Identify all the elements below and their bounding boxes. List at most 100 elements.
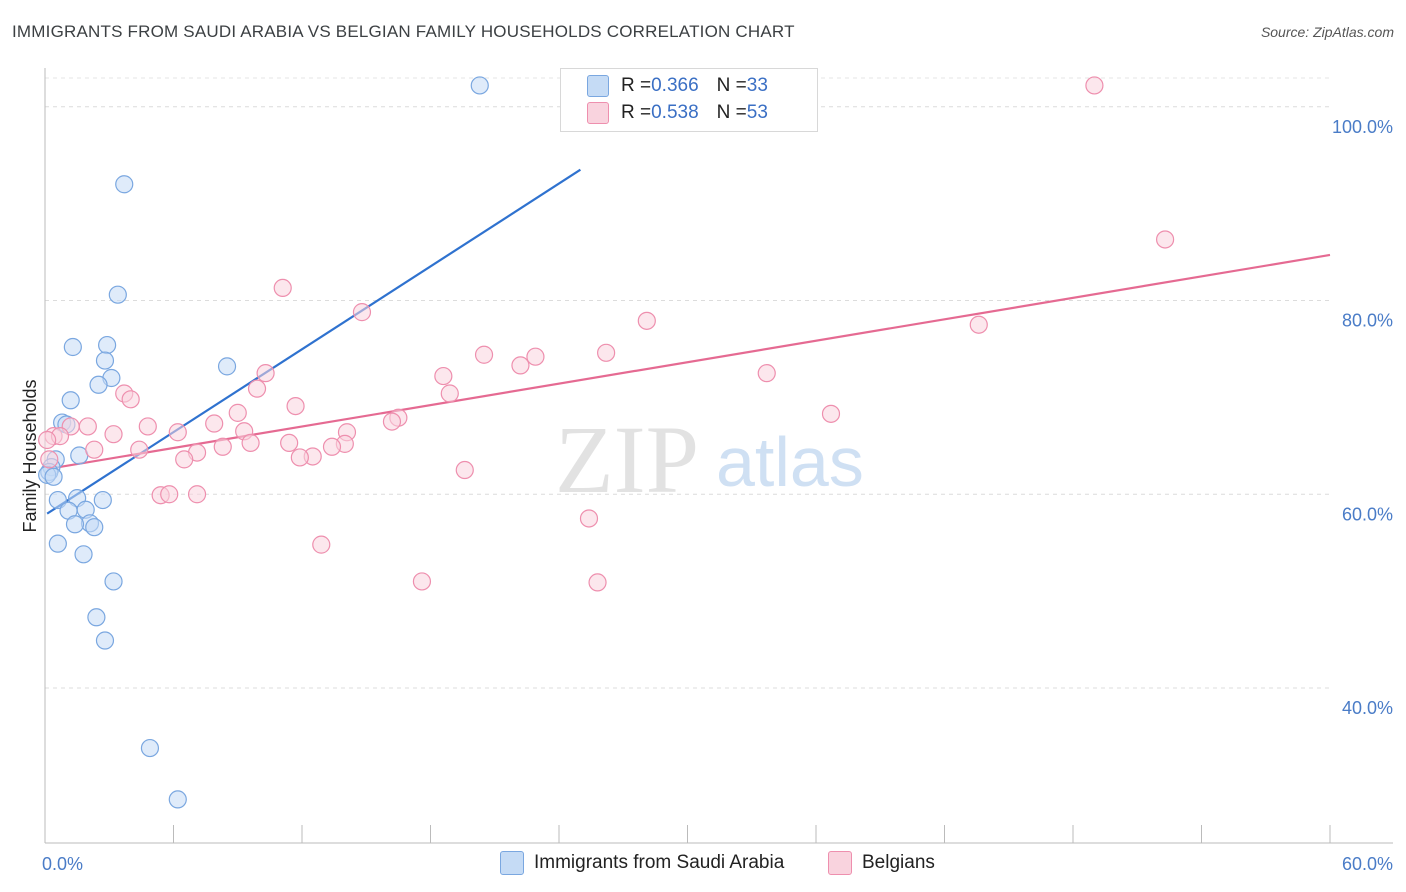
belgian-point	[104, 425, 123, 444]
belgian-point	[312, 535, 331, 554]
belgian-point	[168, 423, 187, 442]
legend-label-saudi: Immigrants from Saudi Arabia	[534, 852, 785, 873]
y-tick-label: 40.0%	[1342, 698, 1393, 718]
saudi-point	[470, 76, 489, 95]
belgian-point	[526, 347, 545, 366]
r-value: 0.538	[651, 102, 699, 123]
saudi-point	[95, 631, 115, 650]
belgian-point	[440, 384, 459, 403]
belgian-point	[160, 485, 179, 504]
series-legend: Immigrants from Saudi Arabia Belgians	[0, 851, 1406, 877]
belgian-point	[175, 450, 194, 469]
saudi-point	[95, 351, 115, 370]
belgian-point	[637, 311, 656, 330]
saudi-point	[48, 534, 67, 553]
r-label: R =	[621, 102, 652, 123]
belgian-point	[38, 430, 57, 450]
saudi-point	[87, 608, 106, 627]
saudi-point	[44, 467, 63, 486]
saudi-point	[61, 391, 80, 410]
belgian-point	[588, 573, 607, 592]
belgian-point	[1085, 76, 1104, 95]
saudi-point	[104, 572, 123, 591]
belgian-point	[290, 448, 309, 467]
belgian-point	[78, 417, 97, 436]
belgian-point	[412, 572, 432, 591]
legend-swatch-belgians	[587, 102, 609, 124]
legend-row-saudi: R = 0.366 N = 33	[587, 73, 768, 99]
belgian-point	[382, 412, 402, 431]
belgian-point	[352, 303, 372, 322]
legend-swatch-belgians	[828, 851, 852, 875]
chart-title: IMMIGRANTS FROM SAUDI ARABIA VS BELGIAN …	[12, 22, 795, 41]
saudi-point	[115, 175, 134, 194]
belgian-point	[273, 278, 292, 298]
saudi-point	[93, 490, 112, 510]
saudi-point	[65, 515, 85, 534]
belgian-point	[757, 364, 776, 383]
legend-label-belgians: Belgians	[862, 852, 935, 873]
saudi-point	[63, 337, 82, 357]
belgian-point	[322, 437, 342, 456]
y-axis-title: Family Households	[20, 379, 40, 532]
belgian-point	[213, 437, 232, 456]
legend-row-belgians: R = 0.538 N = 53	[587, 100, 768, 126]
watermark-atlas: atlas	[716, 423, 864, 501]
legend-item-belgians[interactable]: Belgians	[828, 851, 935, 875]
belgian-point	[40, 450, 59, 469]
saudi-point	[98, 335, 117, 355]
belgian-point	[241, 433, 260, 453]
belgian-point	[434, 366, 453, 386]
gridlines	[45, 77, 1330, 689]
saudi-point	[217, 357, 237, 376]
source-label: Source: ZipAtlas.com	[1260, 24, 1394, 40]
legend-item-saudi[interactable]: Immigrants from Saudi Arabia	[500, 851, 784, 875]
x-tick-label: 60.0%	[1342, 854, 1393, 874]
y-tick-label: 80.0%	[1342, 311, 1393, 331]
belgian-point	[205, 414, 224, 433]
n-value: 33	[746, 75, 768, 96]
belgian-point	[1155, 230, 1175, 249]
belgian-point	[821, 404, 841, 423]
r-value: 0.366	[651, 75, 699, 96]
belgian-point	[130, 440, 149, 459]
saudi-point	[85, 518, 104, 537]
saudi-point	[140, 738, 160, 758]
belgian-point	[228, 403, 247, 422]
belgian-trend-line	[46, 253, 1331, 471]
belgian-point	[579, 509, 599, 528]
belgian-point	[511, 356, 530, 375]
belgian-point	[597, 343, 616, 362]
belgian-point	[286, 396, 305, 416]
belgian-point	[121, 390, 140, 409]
saudi-point	[74, 545, 93, 564]
legend-swatch-saudi	[500, 851, 524, 875]
y-tick-labels: 100.0% 80.0% 60.0% 40.0%	[1332, 117, 1393, 718]
y-tick-label: 60.0%	[1342, 504, 1393, 524]
belgian-point	[187, 485, 207, 504]
x-tick-label: 0.0%	[42, 854, 83, 874]
belgian-point	[138, 417, 157, 436]
belgian-point	[474, 345, 494, 364]
n-value: 53	[746, 102, 768, 123]
n-label: N =	[716, 102, 747, 123]
belgian-point	[969, 315, 988, 334]
saudi-point	[108, 285, 127, 304]
belgian-point	[256, 364, 275, 383]
belgian-point	[247, 379, 267, 398]
belgian-point	[280, 433, 299, 453]
n-label: N =	[716, 75, 747, 96]
watermark: ZIP atlas	[555, 406, 864, 513]
saudi-point	[168, 790, 187, 809]
correlation-legend: R = 0.366 N = 33 R = 0.538 N = 53	[560, 68, 818, 132]
data-points	[38, 76, 1175, 809]
x-tick-labels: 0.0% 60.0%	[42, 854, 1393, 874]
y-tick-label: 100.0%	[1332, 117, 1393, 137]
watermark-zip: ZIP	[555, 406, 699, 513]
saudi-point	[89, 375, 108, 394]
r-label: R =	[621, 75, 652, 96]
belgian-point	[85, 440, 104, 459]
belgian-point	[455, 460, 474, 480]
legend-swatch-saudi	[587, 75, 609, 97]
